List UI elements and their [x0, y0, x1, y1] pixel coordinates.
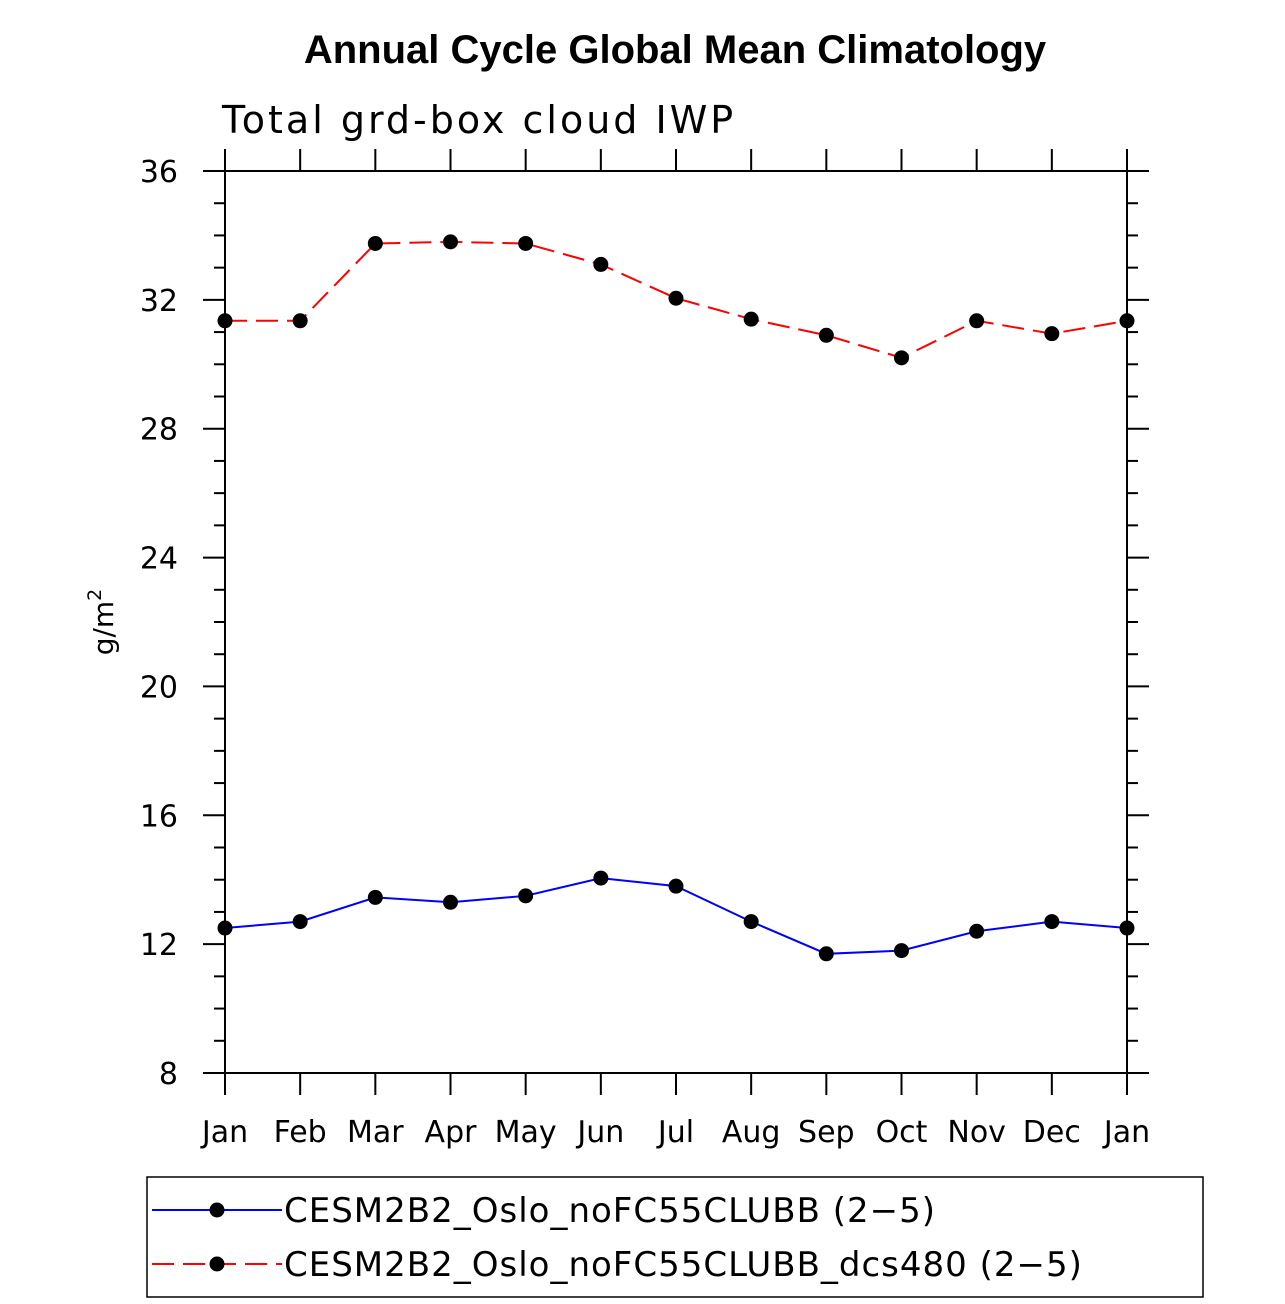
- series-2-point: [593, 256, 609, 272]
- x-tick-label: Jan: [200, 1115, 248, 1150]
- legend-box: [146, 1176, 1204, 1298]
- y-tick-label: 28: [140, 413, 178, 448]
- y-tick-label: 8: [159, 1057, 178, 1092]
- series-layer: [217, 234, 1135, 962]
- series-2-point: [894, 350, 909, 366]
- x-tick-label: Aug: [722, 1115, 781, 1150]
- series-1-point: [894, 943, 909, 959]
- series-2-point: [367, 235, 383, 251]
- series-2-point: [743, 311, 759, 327]
- series-1-point: [367, 889, 383, 905]
- y-axis-label-exponent: 2: [84, 589, 106, 601]
- x-tick-label: Oct: [876, 1115, 928, 1150]
- series-1-point: [292, 914, 308, 930]
- series-1-point: [818, 946, 834, 962]
- series-2-point: [668, 290, 684, 306]
- y-tick-label: 16: [140, 799, 178, 834]
- legend-label-2: CESM2B2_Oslo_noFC55CLUBB_dcs480 (2−5): [284, 1245, 1083, 1285]
- legend-label-1: CESM2B2_Oslo_noFC55CLUBB (2−5): [284, 1191, 936, 1231]
- y-tick-label: 32: [140, 284, 178, 319]
- series-1-point: [1044, 914, 1060, 930]
- series-2-point: [518, 235, 534, 251]
- legend: CESM2B2_Oslo_noFC55CLUBB (2−5) CESM2B2_Os…: [146, 1176, 1204, 1298]
- x-tick-label: Apr: [425, 1115, 478, 1150]
- x-tick-label: Feb: [274, 1115, 327, 1150]
- plot-frame: [224, 170, 1128, 1074]
- x-tick-label: Dec: [1023, 1115, 1081, 1150]
- series-1-point: [969, 923, 985, 939]
- y-axis-label-base: g/m: [87, 601, 120, 655]
- y-tick-label: 24: [140, 542, 178, 577]
- chart-title: Annual Cycle Global Mean Climatology: [304, 28, 1047, 72]
- series-2-point: [1119, 313, 1135, 329]
- legend-marker-1: [209, 1202, 225, 1218]
- series-1-point: [217, 920, 233, 936]
- x-tick-label: Mar: [347, 1115, 404, 1150]
- series-2-point: [443, 234, 458, 250]
- x-tick-label: Jun: [575, 1115, 624, 1150]
- y-axis-label: g/m2: [84, 589, 120, 656]
- chart-subtitle: Total grd-box cloud IWP: [221, 98, 736, 142]
- x-tick-label: Nov: [947, 1115, 1006, 1150]
- series-2-point: [1044, 326, 1060, 342]
- series-1-point: [668, 878, 684, 894]
- y-tick-label: 12: [140, 928, 178, 963]
- legend-marker-2: [209, 1256, 225, 1272]
- series-2-point: [818, 327, 834, 343]
- series-1-point: [743, 914, 759, 930]
- x-tick-label: May: [495, 1115, 557, 1150]
- series-1-point: [443, 894, 458, 910]
- y-tick-label: 36: [140, 155, 178, 190]
- series-2-point: [969, 313, 985, 329]
- axes: 8 12 16 20 24 28 32 36 Jan Feb Mar Apr May Jun Jul Aug S…: [140, 149, 1150, 1150]
- x-tick-label: Sep: [798, 1115, 855, 1150]
- series-1-point: [518, 888, 534, 904]
- y-tick-label: 20: [140, 670, 178, 705]
- x-tick-label: Jan: [1102, 1115, 1150, 1150]
- series-1-point: [593, 870, 609, 886]
- series-1-point: [1119, 920, 1135, 936]
- series-2-point: [217, 313, 233, 329]
- x-tick-label: Jul: [656, 1115, 694, 1150]
- series-2-point: [292, 313, 308, 329]
